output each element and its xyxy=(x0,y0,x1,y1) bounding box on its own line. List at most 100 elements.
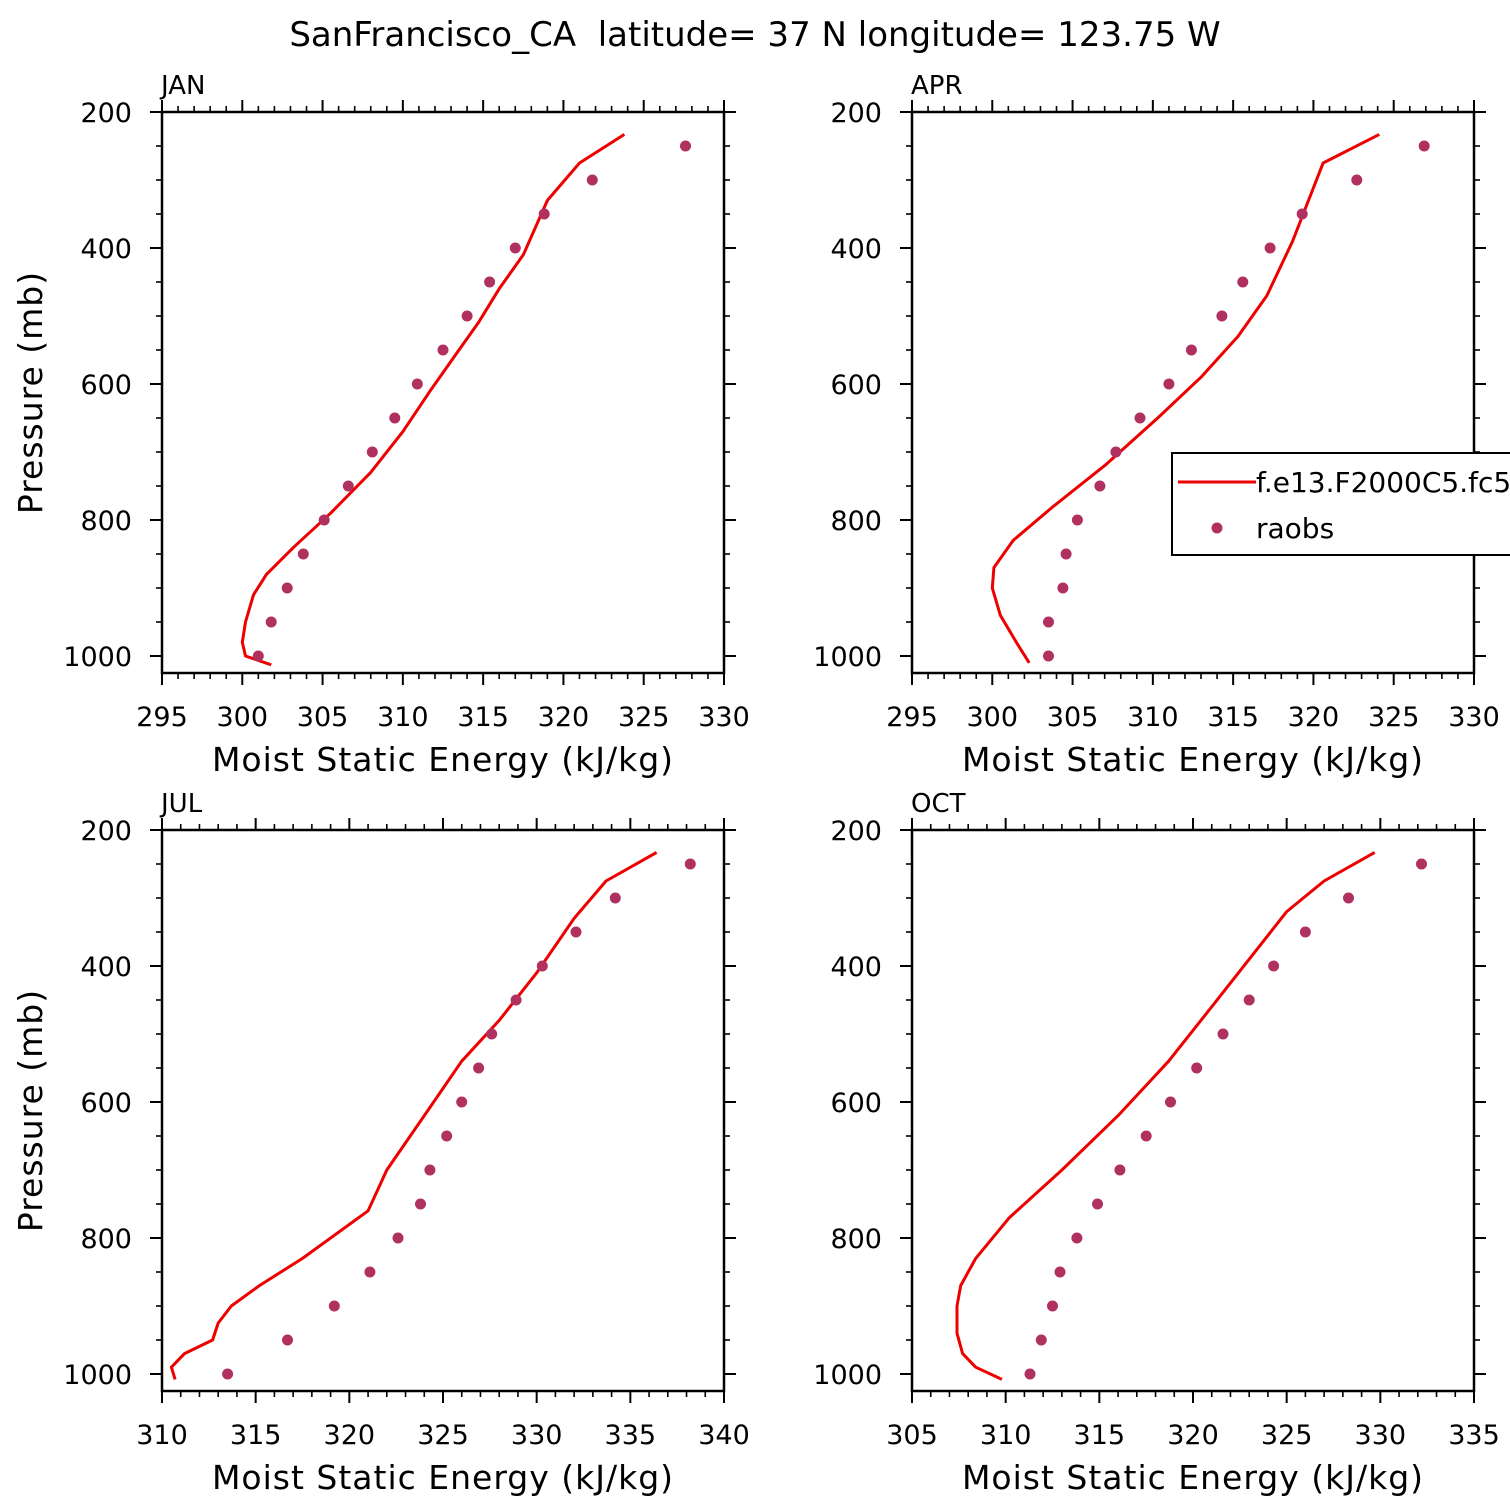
raobs-point xyxy=(1217,1028,1229,1040)
x-tick-label: 325 xyxy=(417,1420,469,1451)
raobs-point xyxy=(318,514,330,526)
panel-jul: JUL 310 315 320 325 330 335 340 200 400 600 800 1000… xyxy=(11,789,750,1497)
raobs-point xyxy=(1043,650,1054,662)
x-tick-label: 335 xyxy=(605,1420,657,1451)
panel-title: JUL xyxy=(159,789,203,819)
raobs-point xyxy=(1071,514,1083,526)
x-tick-label: 325 xyxy=(1368,702,1420,733)
legend-model-label: f.e13.F2000C5.fc5.ne30_g16.cam xyxy=(1256,466,1510,499)
raobs-point xyxy=(281,582,293,594)
y-tick-label: 800 xyxy=(80,506,132,537)
y-tick-label: 800 xyxy=(830,506,882,537)
x-tick-label: 315 xyxy=(230,1420,282,1451)
legend-obs-swatch xyxy=(1211,522,1223,534)
x-tick-label: 315 xyxy=(1074,1420,1126,1451)
raobs-point xyxy=(252,650,264,662)
panel-oct: OCT 305 310 315 320 325 330 335 200 400 600 800 1000… xyxy=(813,789,1499,1497)
y-tick-label: 600 xyxy=(830,1088,882,1119)
raobs-point xyxy=(1237,276,1249,288)
y-tick-label: 400 xyxy=(830,234,882,265)
raobs-point xyxy=(1054,1266,1066,1278)
y-tick-label: 400 xyxy=(830,952,882,983)
model-profile-line xyxy=(240,133,626,667)
y-tick-label: 1000 xyxy=(813,642,882,673)
raobs-point xyxy=(411,378,423,390)
raobs-point xyxy=(415,1198,426,1210)
x-tick-label: 330 xyxy=(1355,1420,1407,1451)
y-tick-label: 1000 xyxy=(813,1360,882,1391)
y-tick-label: 200 xyxy=(830,98,882,129)
x-tick-label: 310 xyxy=(980,1420,1032,1451)
raobs-point xyxy=(1163,378,1175,390)
raobs-point xyxy=(1191,1062,1203,1074)
x-tick-label: 310 xyxy=(1127,702,1179,733)
raobs-point xyxy=(297,548,309,560)
x-tick-label: 340 xyxy=(698,1420,750,1451)
x-tick-label: 330 xyxy=(698,702,750,733)
x-tick-label: 305 xyxy=(886,1420,938,1451)
raobs-point xyxy=(1165,1096,1176,1108)
raobs-point xyxy=(441,1130,453,1142)
x-tick-label: 320 xyxy=(1288,702,1340,733)
plot-frame xyxy=(910,110,1476,675)
y-tick-label: 200 xyxy=(80,816,132,847)
raobs-point xyxy=(1343,892,1354,904)
raobs-point xyxy=(1094,480,1106,492)
x-tick-label: 330 xyxy=(511,1420,563,1451)
raobs-point xyxy=(473,1062,485,1074)
raobs-point xyxy=(1024,1368,1036,1380)
model-profile-line xyxy=(990,133,1380,664)
raobs-point xyxy=(486,1028,498,1040)
y-tick-label: 400 xyxy=(80,234,132,265)
x-tick-label: 315 xyxy=(457,702,509,733)
raobs-point xyxy=(461,310,473,322)
x-tick-label: 330 xyxy=(1448,702,1500,733)
raobs-point xyxy=(1057,582,1069,594)
y-tick-label: 1000 xyxy=(63,642,132,673)
raobs-point xyxy=(265,616,277,628)
x-tick-label: 295 xyxy=(136,702,188,733)
raobs-point xyxy=(1299,926,1311,938)
raobs-point xyxy=(1140,1130,1152,1142)
y-tick-label: 600 xyxy=(80,370,132,401)
model-profile-line xyxy=(955,851,1376,1381)
raobs-point xyxy=(510,994,522,1006)
legend: f.e13.F2000C5.fc5.ne30_g16.camraobs xyxy=(1171,452,1510,556)
raobs-point xyxy=(1296,208,1308,220)
plot-frame xyxy=(160,110,726,675)
panel-title: JAN xyxy=(159,71,205,101)
raobs-point xyxy=(1110,446,1122,458)
x-tick-label: 320 xyxy=(1167,1420,1219,1451)
panel-apr: APR 295 300 305 310 315 320 325 330 200 400 600 800 1… xyxy=(813,71,1510,779)
raobs-point xyxy=(684,858,696,870)
raobs-point xyxy=(424,1164,436,1176)
raobs-point xyxy=(366,446,378,458)
raobs-point xyxy=(1264,242,1276,254)
y-tick-label: 1000 xyxy=(63,1360,132,1391)
x-tick-label: 305 xyxy=(297,702,349,733)
raobs-point xyxy=(1092,1198,1103,1210)
x-tick-label: 300 xyxy=(217,702,269,733)
raobs-point xyxy=(364,1266,376,1278)
raobs-point xyxy=(586,174,598,186)
x-axis-label: Moist Static Energy (kJ/kg) xyxy=(962,740,1424,779)
raobs-point xyxy=(1071,1232,1083,1244)
raobs-point xyxy=(282,1334,293,1346)
raobs-point xyxy=(437,344,449,356)
y-axis-label: Pressure (mb) xyxy=(11,271,50,514)
y-axis-label: Pressure (mb) xyxy=(11,989,50,1232)
x-tick-label: 305 xyxy=(1047,702,1099,733)
raobs-point xyxy=(1114,1164,1126,1176)
raobs-point xyxy=(342,480,354,492)
x-tick-label: 315 xyxy=(1207,702,1259,733)
raobs-point xyxy=(1134,412,1146,424)
legend-box xyxy=(1171,452,1510,556)
x-tick-label: 335 xyxy=(1448,1420,1500,1451)
raobs-point xyxy=(392,1232,404,1244)
raobs-point xyxy=(1035,1334,1047,1346)
x-tick-label: 320 xyxy=(324,1420,376,1451)
x-axis-label: Moist Static Energy (kJ/kg) xyxy=(962,1458,1424,1497)
y-tick-label: 800 xyxy=(830,1224,882,1255)
y-tick-label: 400 xyxy=(80,952,132,983)
